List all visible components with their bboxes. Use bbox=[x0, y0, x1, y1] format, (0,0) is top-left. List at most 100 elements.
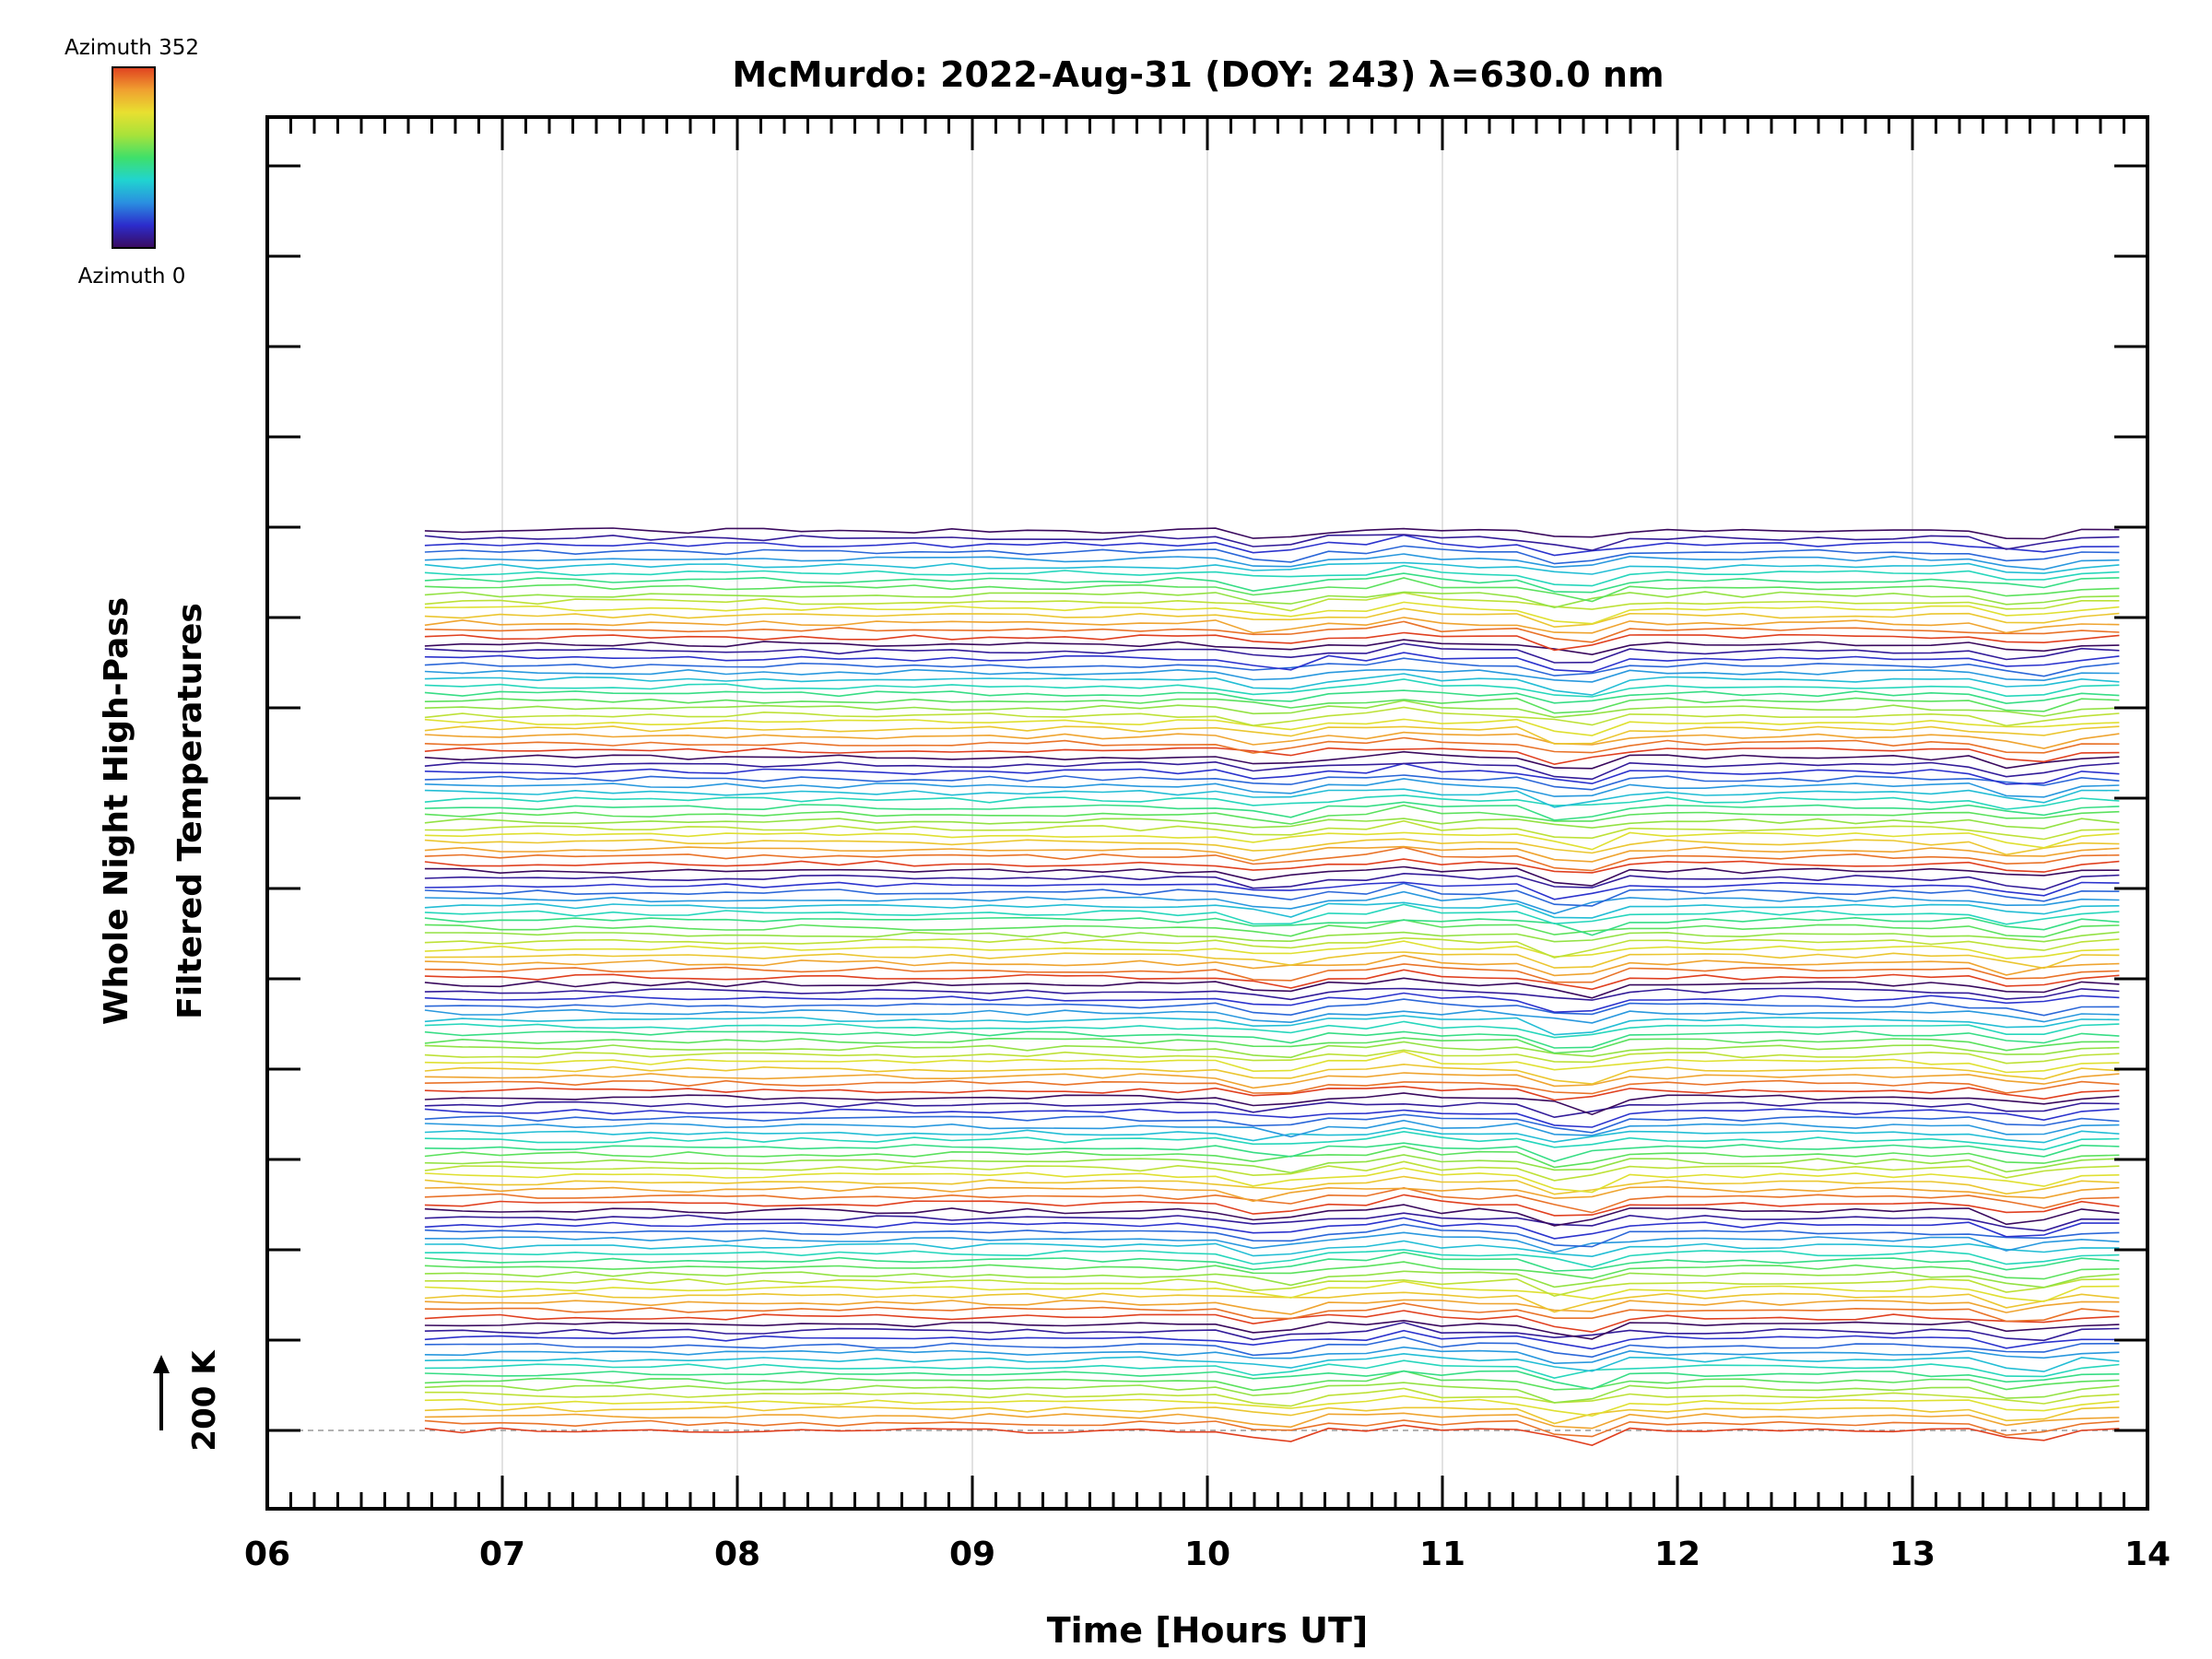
series-line bbox=[424, 1030, 2120, 1049]
series-line bbox=[424, 969, 2120, 991]
series-line bbox=[424, 1212, 2120, 1232]
x-tick-label: 11 bbox=[1419, 1535, 1465, 1573]
series-line bbox=[424, 1072, 2120, 1089]
series-line bbox=[424, 731, 2120, 749]
colorbar-bottom-label: Azimuth 0 bbox=[78, 265, 186, 288]
series-line bbox=[424, 725, 2120, 745]
series-line bbox=[424, 601, 2120, 625]
trace-group bbox=[424, 527, 2120, 1446]
x-axis-label: Time [Hours UT] bbox=[1047, 1610, 1369, 1651]
series-line bbox=[424, 592, 2120, 612]
series-line bbox=[424, 819, 2120, 841]
series-line bbox=[424, 1194, 2120, 1217]
series-line bbox=[424, 1412, 2120, 1430]
series-line bbox=[424, 845, 2120, 863]
series-line bbox=[424, 1015, 2120, 1036]
series-line bbox=[424, 1037, 2120, 1054]
series-line bbox=[424, 700, 2120, 719]
series-line bbox=[424, 1160, 2120, 1182]
series-line bbox=[424, 901, 2120, 919]
series-line bbox=[424, 1092, 2120, 1116]
series-line bbox=[424, 1382, 2120, 1404]
series-line bbox=[424, 545, 2120, 565]
series-line bbox=[424, 1231, 2120, 1253]
series-line bbox=[424, 846, 2120, 872]
series-line bbox=[424, 1261, 2120, 1280]
scale-arrow-head bbox=[153, 1355, 170, 1373]
series-line bbox=[424, 1049, 2120, 1065]
series-line bbox=[424, 1223, 2120, 1248]
series-line bbox=[424, 1100, 2120, 1119]
series-line bbox=[424, 631, 2120, 652]
series-line bbox=[424, 919, 2120, 938]
series-line bbox=[424, 804, 2120, 825]
series-line bbox=[424, 760, 2120, 781]
series-line bbox=[424, 1394, 2120, 1418]
series-line bbox=[424, 951, 2120, 970]
series-line bbox=[424, 963, 2120, 983]
series-line bbox=[424, 1291, 2120, 1313]
series-line bbox=[424, 1154, 2120, 1174]
series-line bbox=[424, 572, 2120, 594]
series-line bbox=[424, 564, 2120, 587]
series-line bbox=[424, 642, 2120, 664]
series-line bbox=[424, 639, 2120, 656]
series-line bbox=[424, 890, 2120, 915]
series-line bbox=[424, 774, 2120, 791]
series-line bbox=[424, 1419, 2120, 1438]
series-line bbox=[424, 1335, 2120, 1359]
series-line bbox=[424, 750, 2120, 770]
series-line bbox=[424, 1370, 2120, 1391]
scale-marker: 200 K bbox=[153, 1349, 223, 1452]
series-line bbox=[424, 1424, 2120, 1446]
series-line bbox=[424, 668, 2120, 683]
x-tick-label: 06 bbox=[244, 1535, 290, 1573]
series-line bbox=[424, 794, 2120, 810]
series-line bbox=[424, 818, 2120, 830]
series-line bbox=[424, 1346, 2120, 1365]
series-line bbox=[424, 977, 2120, 999]
series-line bbox=[424, 527, 2120, 540]
series-line bbox=[424, 1299, 2120, 1315]
x-tick-label: 13 bbox=[1889, 1535, 1936, 1573]
series-line bbox=[424, 657, 2120, 677]
series-line bbox=[424, 1329, 2120, 1350]
x-tick-label: 12 bbox=[1654, 1535, 1700, 1573]
series-line bbox=[424, 778, 2120, 798]
series-line bbox=[424, 831, 2120, 851]
series-line bbox=[424, 1085, 2120, 1101]
series-line bbox=[424, 838, 2120, 856]
series-line bbox=[424, 607, 2120, 629]
series-line bbox=[424, 1302, 2120, 1323]
series-line bbox=[424, 534, 2120, 551]
series-line bbox=[424, 998, 2120, 1017]
chart-title: McMurdo: 2022-Aug-31 (DOY: 243) λ=630.0 … bbox=[732, 54, 1664, 95]
series-line bbox=[424, 1145, 2120, 1169]
series-line bbox=[424, 1251, 2120, 1272]
series-line bbox=[424, 1079, 2120, 1095]
series-line bbox=[424, 801, 2120, 821]
series-line bbox=[424, 1322, 2120, 1342]
series-line bbox=[424, 1270, 2120, 1288]
series-line bbox=[424, 1020, 2120, 1039]
series-line bbox=[424, 1359, 2120, 1380]
series-line bbox=[424, 954, 2120, 977]
series-line bbox=[424, 936, 2120, 959]
series-line bbox=[424, 1108, 2120, 1128]
series-line bbox=[424, 1387, 2120, 1407]
series-line bbox=[424, 1406, 2120, 1425]
x-tick-label: 07 bbox=[479, 1535, 525, 1573]
series-line bbox=[424, 718, 2120, 736]
series-line bbox=[424, 1240, 2120, 1258]
x-tick-label: 09 bbox=[949, 1535, 995, 1573]
series-line bbox=[424, 1277, 2120, 1298]
series-line bbox=[424, 881, 2120, 900]
series-line bbox=[424, 1051, 2120, 1074]
series-line bbox=[424, 865, 2120, 887]
series-line bbox=[424, 1041, 2120, 1059]
series-line bbox=[424, 736, 2120, 754]
series-line bbox=[424, 931, 2120, 943]
series-line bbox=[424, 673, 2120, 696]
series-line bbox=[424, 1113, 2120, 1134]
